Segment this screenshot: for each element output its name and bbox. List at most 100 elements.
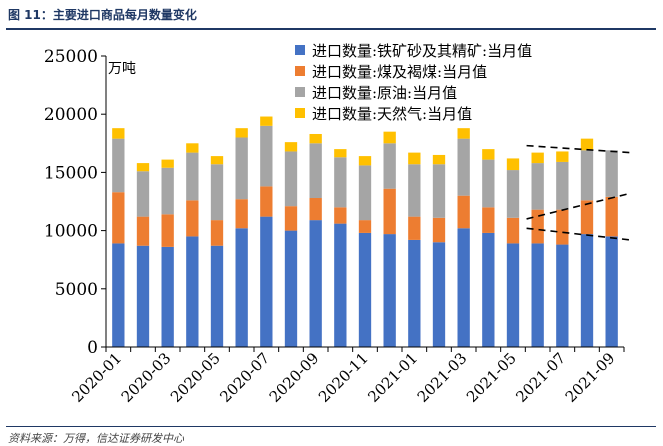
bar-crude_oil-2021-05 (506, 170, 520, 218)
bar-crude_oil-2020-07 (260, 125, 273, 187)
trend-line-3 (526, 227, 631, 241)
bar-crude_oil-2020-03 (161, 167, 174, 215)
bar-iron_ore-2021-02 (432, 242, 446, 347)
bar-iron_ore-2021-07 (556, 244, 569, 347)
legend-swatch-iron_ore (295, 45, 305, 55)
bar-crude_oil-2021-04 (482, 159, 495, 208)
y-tick-label-5000: 5000 (55, 280, 98, 300)
source-note: 资料来源：万得，信达证券研发中心 (8, 432, 184, 445)
bar-natural_gas-2021-02 (432, 154, 446, 165)
bar-iron_ore-2021-09 (605, 236, 618, 347)
bar-coal-2021-09 (605, 196, 618, 237)
bar-coal-2021-08 (580, 200, 594, 235)
y-tick-label-15000: 15000 (44, 163, 98, 183)
bar-natural_gas-2021-08 (580, 138, 594, 151)
y-tick-label-20000: 20000 (44, 105, 98, 125)
bar-iron_ore-2021-03 (457, 228, 470, 347)
bar-natural_gas-2021-05 (506, 158, 520, 171)
bar-crude_oil-2020-02 (136, 171, 150, 217)
y-tick-label-0: 0 (87, 338, 98, 358)
bar-natural_gas-2020-06 (235, 128, 248, 138)
trend-line-1 (526, 144, 631, 154)
bar-natural_gas-2020-01 (112, 128, 125, 139)
bar-coal-2020-10 (334, 207, 347, 224)
bar-coal-2021-02 (432, 217, 446, 243)
bar-natural_gas-2021-01 (408, 152, 421, 165)
bar-iron_ore-2020-12 (383, 234, 396, 347)
legend-label-coal: 进口数量:煤及褐煤:当月值 (312, 63, 487, 81)
bar-crude_oil-2020-09 (309, 143, 322, 199)
bar-crude_oil-2020-06 (235, 137, 248, 200)
bar-natural_gas-2020-09 (309, 133, 322, 144)
legend-label-crude_oil: 进口数量:原油:当月值 (312, 84, 457, 102)
bar-natural_gas-2020-10 (334, 149, 347, 158)
trend-line-2 (526, 192, 631, 220)
bar-coal-2020-01 (112, 192, 125, 244)
bar-natural_gas-2021-04 (482, 149, 495, 160)
bar-coal-2021-01 (408, 216, 421, 240)
bar-iron_ore-2020-04 (186, 236, 199, 347)
bar-iron_ore-2020-08 (284, 230, 298, 347)
bar-crude_oil-2020-10 (334, 157, 347, 208)
figure-title: 图 11：主要进口商品每月数量变化 (8, 8, 197, 22)
bar-iron_ore-2020-02 (136, 245, 150, 347)
legend-swatch-coal (295, 66, 305, 76)
x-tick-label-2020-03: 2020-03 (118, 349, 175, 406)
bar-coal-2020-06 (235, 199, 248, 229)
x-tick-label-2020-05: 2020-05 (167, 349, 224, 406)
bar-crude_oil-2021-08 (580, 150, 594, 201)
bar-coal-2021-04 (482, 207, 495, 233)
bar-coal-2021-03 (457, 195, 470, 229)
x-tick-label-2020-11: 2020-11 (315, 349, 372, 406)
bar-crude_oil-2020-12 (383, 143, 396, 189)
bar-natural_gas-2020-12 (383, 131, 396, 144)
bar-coal-2021-06 (531, 209, 544, 244)
bar-natural_gas-2021-03 (457, 128, 470, 139)
bar-iron_ore-2020-01 (112, 243, 125, 347)
bar-natural_gas-2020-08 (284, 142, 298, 152)
bar-crude_oil-2021-02 (432, 164, 446, 218)
x-tick-label-2021-03: 2021-03 (414, 349, 471, 406)
bar-crude_oil-2021-03 (457, 138, 470, 196)
bar-coal-2021-05 (506, 217, 520, 244)
bar-iron_ore-2021-08 (580, 234, 594, 347)
bar-natural_gas-2020-04 (186, 143, 199, 153)
bar-coal-2020-02 (136, 216, 150, 246)
legend-label-natural_gas: 进口数量:天然气:当月值 (312, 105, 472, 123)
y-unit-label: 万吨 (108, 61, 136, 77)
title-rule (6, 28, 656, 30)
bar-natural_gas-2020-05 (210, 156, 224, 165)
bar-natural_gas-2020-07 (260, 116, 273, 126)
bar-crude_oil-2020-01 (112, 138, 125, 193)
bar-crude_oil-2020-11 (358, 165, 372, 221)
bar-crude_oil-2020-04 (186, 152, 199, 201)
bar-crude_oil-2021-07 (556, 161, 569, 210)
bar-iron_ore-2020-09 (309, 220, 322, 347)
y-tick-label-10000: 10000 (44, 222, 98, 242)
legend-swatch-natural_gas (295, 108, 305, 118)
bar-iron_ore-2020-06 (235, 228, 248, 347)
bar-natural_gas-2020-02 (136, 163, 150, 172)
bar-coal-2021-07 (556, 209, 569, 245)
bar-crude_oil-2021-01 (408, 164, 421, 217)
bar-coal-2020-08 (284, 206, 298, 231)
bar-iron_ore-2020-03 (161, 246, 174, 347)
legend-label-iron_ore: 进口数量:铁矿砂及其精矿:当月值 (312, 42, 532, 60)
bar-coal-2020-03 (161, 214, 174, 247)
bar-coal-2020-07 (260, 186, 273, 217)
bar-coal-2020-11 (358, 220, 372, 233)
bar-crude_oil-2021-06 (531, 163, 544, 210)
bar-coal-2020-12 (383, 188, 396, 235)
bar-iron_ore-2021-04 (482, 232, 495, 347)
bar-coal-2020-04 (186, 200, 199, 237)
y-tick-label-25000: 25000 (44, 47, 98, 67)
bar-natural_gas-2021-07 (556, 151, 569, 162)
bar-natural_gas-2020-03 (161, 159, 174, 168)
bar-coal-2020-09 (309, 198, 322, 221)
bar-iron_ore-2020-07 (260, 216, 273, 347)
bar-coal-2020-05 (210, 220, 224, 246)
source-rule (6, 426, 656, 427)
legend-swatch-crude_oil (295, 87, 305, 97)
x-tick-label-2020-09: 2020-09 (266, 349, 323, 406)
bar-iron_ore-2020-10 (334, 223, 347, 347)
